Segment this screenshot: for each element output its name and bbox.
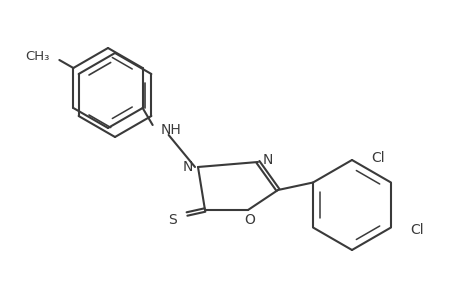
Text: N: N [182,160,193,174]
Text: NH: NH [160,123,181,137]
Text: Cl: Cl [409,223,423,236]
Text: O: O [244,213,255,227]
Text: CH₃: CH₃ [25,50,49,62]
Text: Cl: Cl [370,151,384,165]
Text: S: S [168,213,177,227]
Text: N: N [262,153,273,167]
